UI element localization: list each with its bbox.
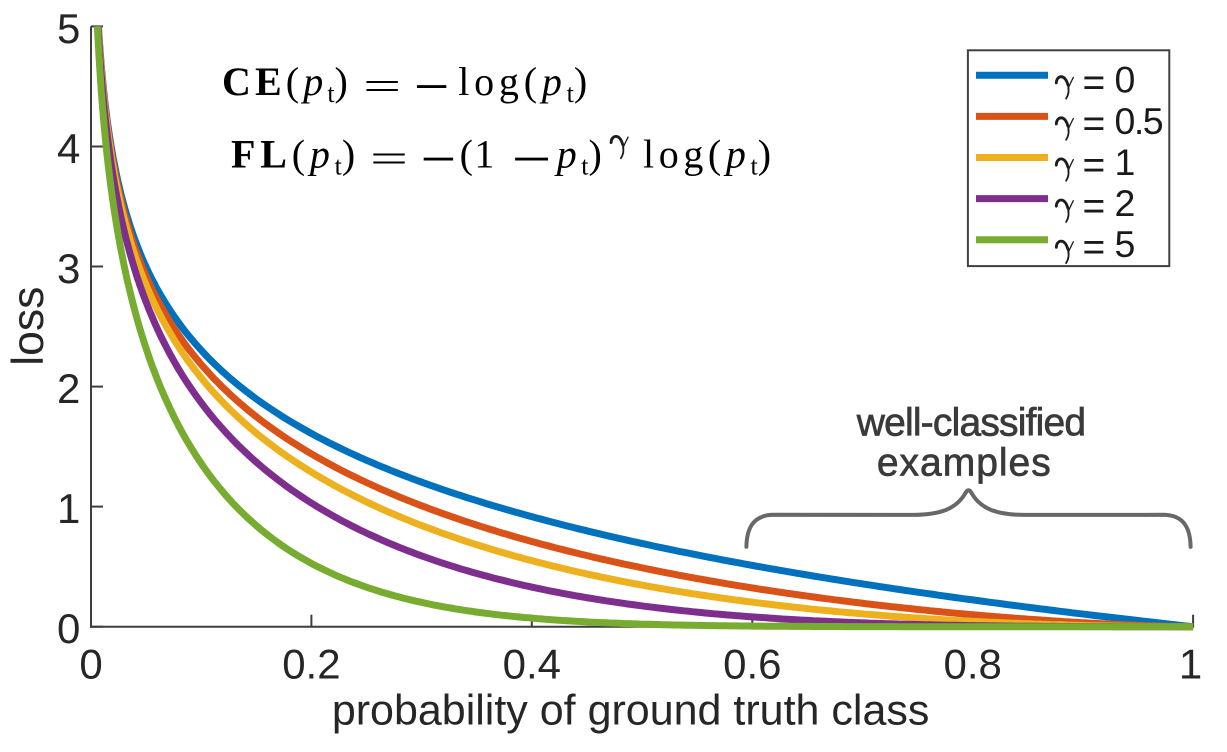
svg-text:=: =	[363, 64, 401, 109]
svg-text:=: =	[370, 136, 408, 181]
svg-text:=: =	[1083, 62, 1106, 105]
svg-text:=: =	[1083, 103, 1106, 146]
svg-text:−: −	[415, 64, 449, 109]
svg-text:pt): pt)	[554, 131, 606, 180]
svg-text:2: 2	[57, 365, 80, 412]
svg-text:=: =	[1083, 144, 1106, 187]
svg-text:−: −	[421, 136, 455, 181]
svg-text:=: =	[1083, 226, 1106, 269]
svg-text:0.5: 0.5	[1115, 100, 1163, 142]
svg-text:1: 1	[1115, 141, 1135, 183]
svg-text:0.6: 0.6	[723, 641, 781, 688]
svg-text:1: 1	[1179, 641, 1202, 688]
svg-text:0: 0	[79, 641, 102, 688]
svg-text:log(pt): log(pt)	[458, 59, 592, 108]
svg-text:FL(pt): FL(pt)	[231, 131, 360, 180]
svg-text:(1: (1	[460, 131, 496, 176]
svg-text:2: 2	[1115, 182, 1134, 224]
svg-text:3: 3	[57, 245, 80, 292]
svg-text:0.8: 0.8	[944, 641, 1002, 688]
svg-text:well-classified: well-classified	[856, 401, 1086, 444]
svg-text:5: 5	[57, 5, 80, 52]
svg-text:5: 5	[1115, 223, 1135, 265]
svg-text:examples: examples	[877, 442, 1052, 485]
svg-text:loss: loss	[4, 287, 53, 366]
svg-text:−: −	[513, 136, 551, 181]
svg-text:probability of ground truth cl: probability of ground truth class	[332, 687, 930, 735]
svg-text:4: 4	[57, 125, 80, 172]
svg-text:0.2: 0.2	[282, 641, 340, 688]
svg-text:log(pt): log(pt)	[643, 131, 776, 180]
svg-text:=: =	[1083, 185, 1106, 228]
svg-text:1: 1	[57, 485, 80, 532]
svg-text:0.4: 0.4	[503, 641, 561, 688]
svg-text:0: 0	[1115, 59, 1135, 101]
svg-text:CE(pt): CE(pt)	[222, 59, 352, 108]
svg-text:0: 0	[57, 605, 80, 652]
